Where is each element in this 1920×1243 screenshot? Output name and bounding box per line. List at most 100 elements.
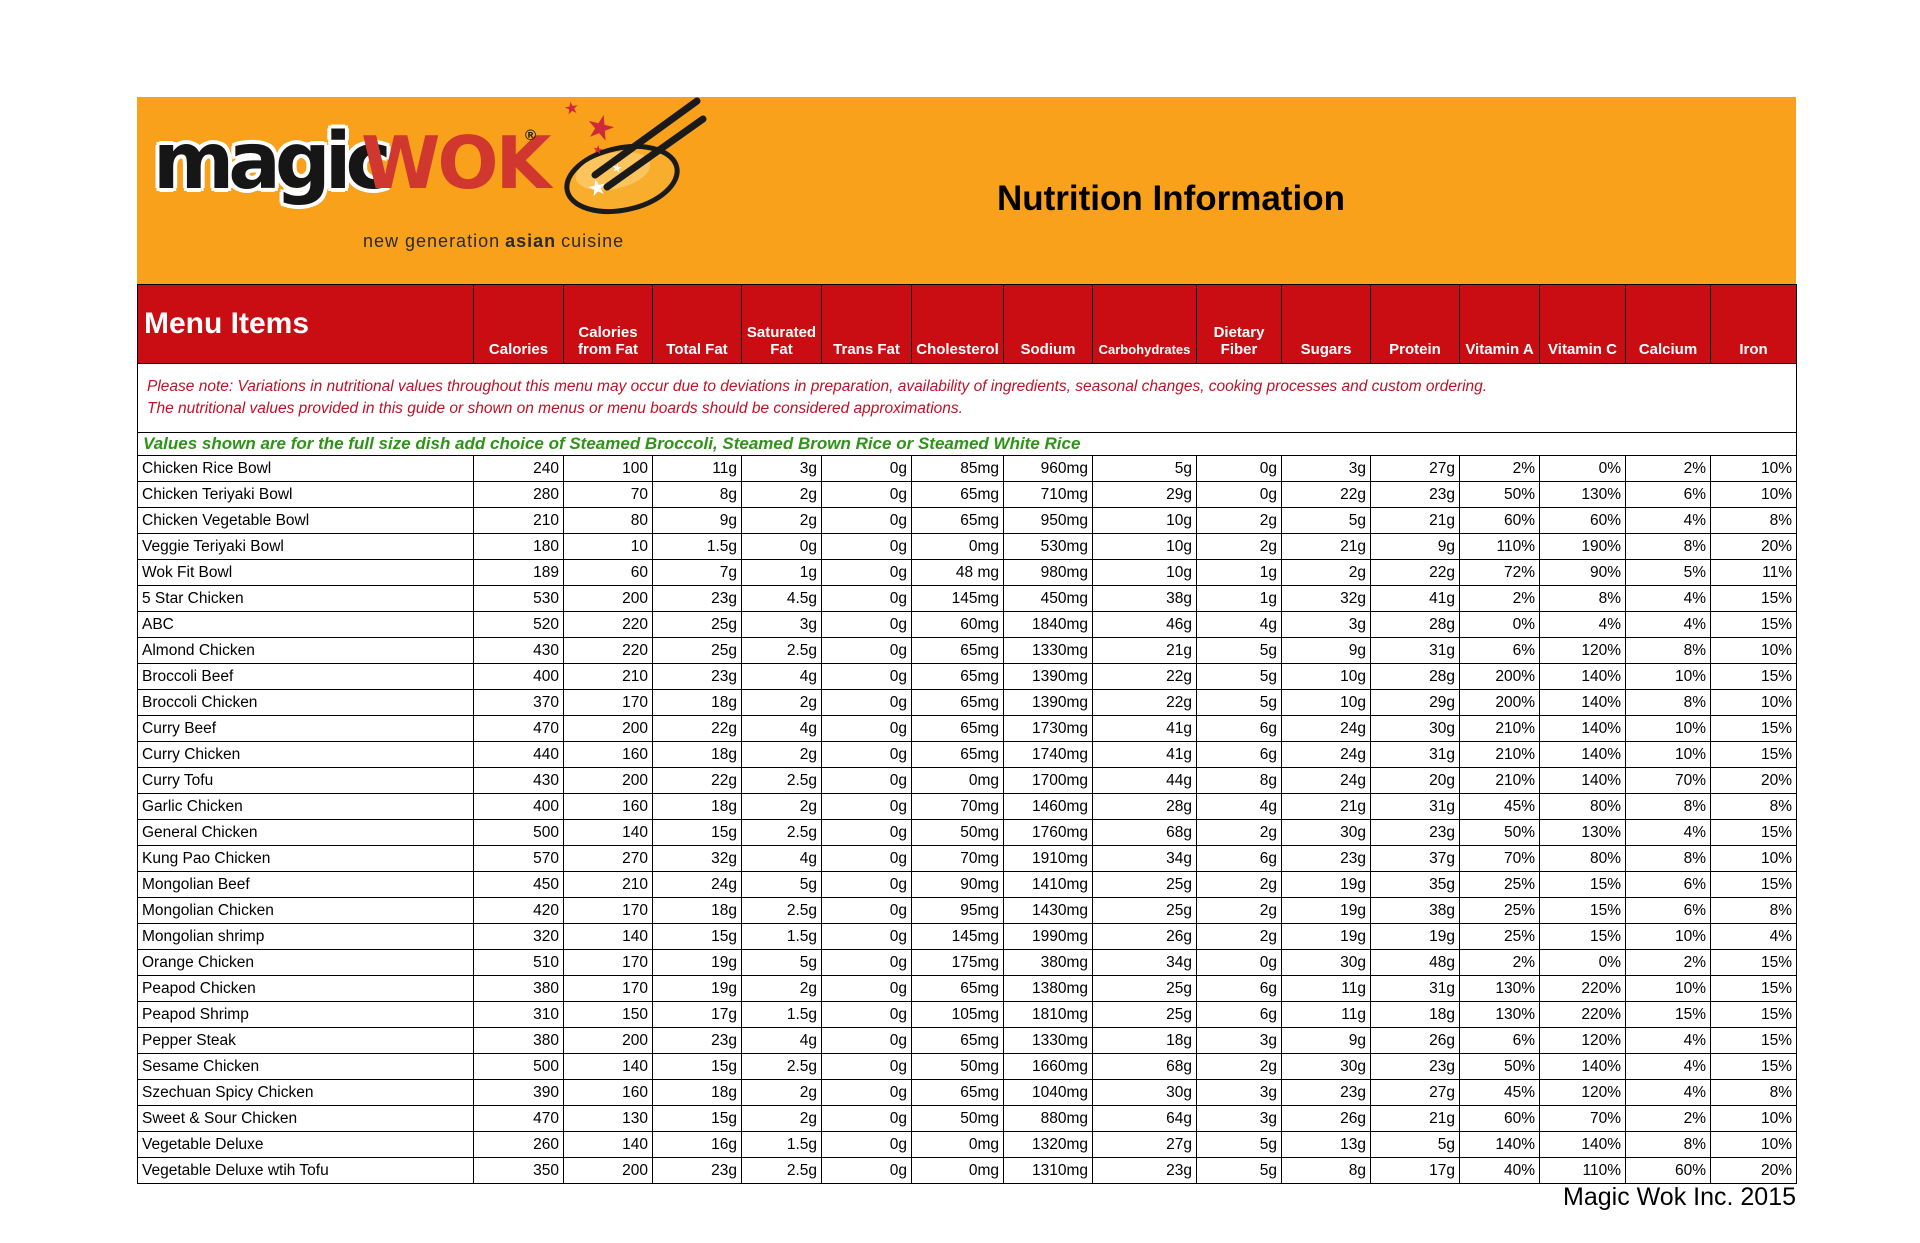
table-row: Peapod Chicken 380 170 19g 2g 0g 65mg 1380mg 25g…	[137, 975, 1797, 1002]
nutrition-value: 380	[473, 1027, 564, 1054]
nutrition-value: 65mg	[911, 1027, 1004, 1054]
menu-item-name: 5 Star Chicken	[137, 585, 474, 612]
nutrition-value: 2g	[741, 689, 822, 716]
nutrition-value: 140%	[1539, 689, 1626, 716]
menu-item-name: Curry Beef	[137, 715, 474, 742]
nutrition-value: 29g	[1092, 481, 1197, 508]
nutrition-value: 17g	[1370, 1157, 1460, 1184]
nutrition-value: 950mg	[1003, 507, 1093, 534]
nutrition-value: 10%	[1710, 689, 1797, 716]
nutrition-value: 50mg	[911, 819, 1004, 846]
nutrition-value: 140%	[1539, 1053, 1626, 1080]
nutrition-value: 0g	[1196, 455, 1282, 482]
nutrition-value: 70%	[1625, 767, 1711, 794]
nutrition-value: 1740mg	[1003, 741, 1093, 768]
nutrition-value: 18g	[652, 1079, 742, 1106]
nutrition-value: 189	[473, 559, 564, 586]
nutrition-value: 11g	[1281, 975, 1371, 1002]
nutrition-value: 18g	[652, 793, 742, 820]
nutrition-value: 1990mg	[1003, 923, 1093, 950]
nutrition-value: 350	[473, 1157, 564, 1184]
nutrition-value: 140%	[1539, 1131, 1626, 1158]
nutrition-value: 380mg	[1003, 949, 1093, 976]
nutrition-value: 23g	[1370, 819, 1460, 846]
nutrition-value: 105mg	[911, 1001, 1004, 1028]
column-header: Saturated Fat	[741, 284, 822, 364]
nutrition-value: 220	[563, 611, 653, 638]
nutrition-value: 8%	[1710, 897, 1797, 924]
nutrition-value: 0g	[821, 455, 912, 482]
nutrition-value: 27g	[1092, 1131, 1197, 1158]
nutrition-value: 31g	[1370, 637, 1460, 664]
nutrition-value: 9g	[1370, 533, 1460, 560]
nutrition-value: 45%	[1459, 793, 1540, 820]
nutrition-value: 45%	[1459, 1079, 1540, 1106]
nutrition-value: 24g	[1281, 715, 1371, 742]
nutrition-value: 3g	[741, 611, 822, 638]
nutrition-value: 72%	[1459, 559, 1540, 586]
table-row: Broccoli Beef 400 210 23g 4g 0g 65mg 1390mg 22g 5…	[137, 663, 1797, 690]
nutrition-value: 3g	[1196, 1079, 1282, 1106]
nutrition-value: 2.5g	[741, 1053, 822, 1080]
nutrition-value: 2g	[1281, 559, 1371, 586]
nutrition-value: 70	[563, 481, 653, 508]
table-row: Broccoli Chicken 370 170 18g 2g 0g 65mg 1390mg 2…	[137, 689, 1797, 716]
nutrition-value: 0%	[1459, 611, 1540, 638]
nutrition-value: 140%	[1459, 1131, 1540, 1158]
menu-item-name: Pepper Steak	[137, 1027, 474, 1054]
nutrition-value: 44g	[1092, 767, 1197, 794]
nutrition-value: 15%	[1710, 871, 1797, 898]
table-row: Szechuan Spicy Chicken 390 160 18g 2g 0g 65mg 1…	[137, 1079, 1797, 1106]
nutrition-value: 2.5g	[741, 767, 822, 794]
nutrition-value: 19g	[1281, 923, 1371, 950]
nutrition-value: 9g	[1281, 1027, 1371, 1054]
nutrition-value: 2g	[741, 507, 822, 534]
nutrition-value: 10g	[1092, 533, 1197, 560]
nutrition-value: 10%	[1710, 481, 1797, 508]
nutrition-value: 4g	[1196, 793, 1282, 820]
nutrition-value: 38g	[1370, 897, 1460, 924]
nutrition-value: 530	[473, 585, 564, 612]
nutrition-value: 15%	[1710, 741, 1797, 768]
nutrition-value: 70%	[1539, 1105, 1626, 1132]
svg-text:★: ★	[562, 98, 580, 120]
nutrition-value: 80%	[1539, 845, 1626, 872]
column-header: Total Fat	[652, 284, 742, 364]
column-header: Protein	[1370, 284, 1460, 364]
nutrition-value: 210	[563, 871, 653, 898]
nutrition-value: 140	[563, 1131, 653, 1158]
nutrition-value: 90mg	[911, 871, 1004, 898]
table-row: Chicken Teriyaki Bowl 280 70 8g 2g 0g 65mg 710m…	[137, 481, 1797, 508]
nutrition-value: 1410mg	[1003, 871, 1093, 898]
nutrition-value: 200	[563, 585, 653, 612]
nutrition-value: 0mg	[911, 767, 1004, 794]
nutrition-value: 31g	[1370, 793, 1460, 820]
nutrition-value: 200%	[1459, 663, 1540, 690]
nutrition-value: 31g	[1370, 975, 1460, 1002]
nutrition-value: 0g	[821, 1131, 912, 1158]
footer-credit: Magic Wok Inc. 2015	[1563, 1183, 1796, 1211]
nutrition-value: 60%	[1459, 507, 1540, 534]
table-row: Garlic Chicken 400 160 18g 2g 0g 70mg 1460mg 28g…	[137, 793, 1797, 820]
nutrition-value: 10%	[1625, 741, 1711, 768]
nutrition-value: 68g	[1092, 1053, 1197, 1080]
menu-item-name: Broccoli Beef	[137, 663, 474, 690]
column-header: Vitamin C	[1539, 284, 1626, 364]
nutrition-value: 175mg	[911, 949, 1004, 976]
nutrition-value: 0g	[821, 897, 912, 924]
nutrition-value: 10%	[1710, 845, 1797, 872]
nutrition-value: 220	[563, 637, 653, 664]
nutrition-value: 48g	[1370, 949, 1460, 976]
nutrition-value: 440	[473, 741, 564, 768]
nutrition-value: 18g	[652, 689, 742, 716]
nutrition-value: 2.5g	[741, 819, 822, 846]
nutrition-value: 10g	[1092, 559, 1197, 586]
nutrition-value: 6%	[1625, 871, 1711, 898]
menu-item-name: Broccoli Chicken	[137, 689, 474, 716]
nutrition-value: 65mg	[911, 507, 1004, 534]
nutrition-value: 65mg	[911, 715, 1004, 742]
table-row: Wok Fit Bowl 189 60 7g 1g 0g 48 mg 980mg 10g 1g 2g…	[137, 559, 1797, 586]
nutrition-value: 1840mg	[1003, 611, 1093, 638]
nutrition-value: 0g	[821, 845, 912, 872]
nutrition-value: 0g	[821, 663, 912, 690]
